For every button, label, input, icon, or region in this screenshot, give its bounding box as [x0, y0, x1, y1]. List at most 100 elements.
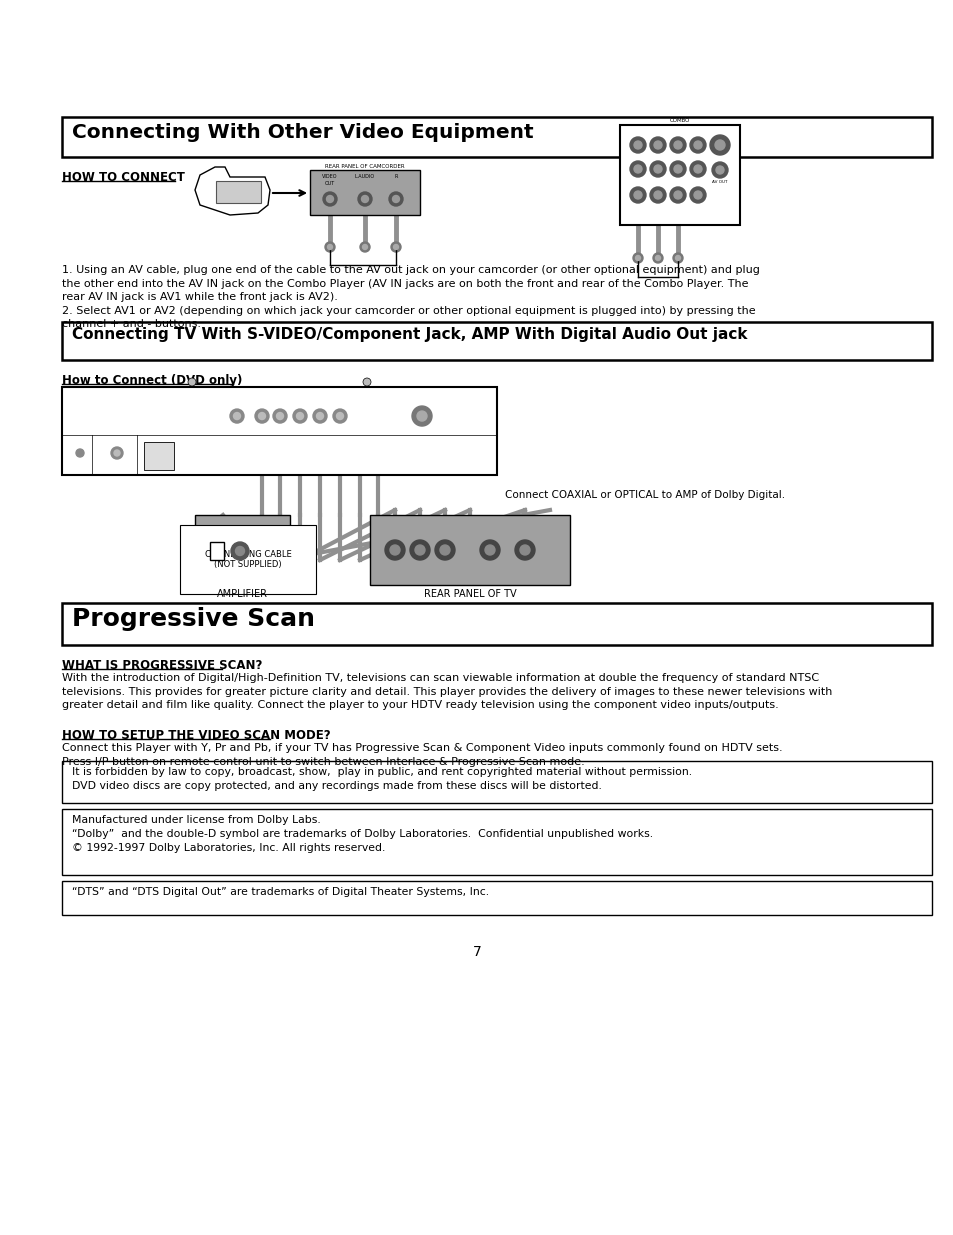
Circle shape [629, 161, 645, 177]
Circle shape [693, 141, 701, 149]
Text: HOW TO SETUP THE VIDEO SCAN MODE?: HOW TO SETUP THE VIDEO SCAN MODE? [62, 729, 331, 742]
Circle shape [327, 245, 333, 249]
Text: Connecting TV With S-VIDEO/Component Jack, AMP With Digital Audio Out jack: Connecting TV With S-VIDEO/Component Jac… [71, 327, 747, 342]
Text: Progressive Scan: Progressive Scan [71, 606, 314, 631]
Text: 7: 7 [472, 945, 481, 960]
Circle shape [634, 191, 641, 199]
Circle shape [484, 545, 495, 555]
Circle shape [654, 141, 661, 149]
Text: L.AUDIO: L.AUDIO [355, 174, 375, 179]
Circle shape [362, 245, 367, 249]
Text: CONNECTING CABLE
(NOT SUPPLIED): CONNECTING CABLE (NOT SUPPLIED) [204, 550, 291, 569]
Text: WHAT IS PROGRESSIVE SCAN?: WHAT IS PROGRESSIVE SCAN? [62, 659, 262, 672]
Bar [310, 170, 419, 215]
Text: R: R [394, 174, 397, 179]
Circle shape [635, 256, 639, 261]
Text: COMBO: COMBO [669, 119, 689, 124]
Text: Connect COAXIAL or OPTICAL to AMP of Dolby Digital.: Connect COAXIAL or OPTICAL to AMP of Dol… [504, 490, 784, 500]
Circle shape [410, 540, 430, 559]
Circle shape [689, 161, 705, 177]
Bar [62, 322, 931, 359]
Circle shape [385, 540, 405, 559]
Circle shape [654, 191, 661, 199]
Text: REAR PANEL OF CAMCORDER: REAR PANEL OF CAMCORDER [325, 164, 404, 169]
Circle shape [316, 412, 323, 420]
Circle shape [390, 545, 399, 555]
Text: How to Connect (DVD only): How to Connect (DVD only) [62, 374, 242, 387]
Circle shape [230, 409, 244, 424]
Circle shape [649, 161, 665, 177]
Circle shape [336, 412, 343, 420]
Bar [215, 182, 261, 203]
Circle shape [669, 186, 685, 203]
Bar [210, 542, 224, 559]
Bar [62, 761, 931, 803]
Circle shape [363, 378, 371, 387]
Circle shape [649, 137, 665, 153]
Circle shape [276, 412, 283, 420]
Circle shape [629, 137, 645, 153]
Circle shape [515, 540, 535, 559]
Bar [144, 442, 173, 471]
Circle shape [235, 547, 244, 556]
Bar [194, 515, 290, 585]
Text: VIDEO: VIDEO [322, 174, 337, 179]
Text: 1. Using an AV cable, plug one end of the cable to the AV out jack on your camco: 1. Using an AV cable, plug one end of th… [62, 266, 760, 330]
Circle shape [673, 165, 681, 173]
Circle shape [323, 191, 336, 206]
Bar [62, 603, 931, 645]
Text: OUT: OUT [325, 182, 335, 186]
Bar [619, 125, 740, 225]
Circle shape [693, 191, 701, 199]
Text: AMPLIFIER: AMPLIFIER [216, 589, 268, 599]
Text: It is forbidden by law to copy, broadcast, show,  play in public, and rent copyr: It is forbidden by law to copy, broadcas… [71, 767, 691, 790]
Circle shape [113, 450, 120, 456]
Circle shape [649, 186, 665, 203]
Circle shape [711, 162, 727, 178]
Circle shape [709, 135, 729, 156]
Circle shape [258, 412, 265, 420]
Circle shape [693, 165, 701, 173]
Circle shape [391, 242, 400, 252]
Circle shape [669, 161, 685, 177]
Circle shape [519, 545, 530, 555]
Circle shape [231, 542, 249, 559]
Bar [62, 809, 931, 876]
Circle shape [435, 540, 455, 559]
Circle shape [629, 186, 645, 203]
Circle shape [357, 191, 372, 206]
Circle shape [111, 447, 123, 459]
Bar [370, 515, 569, 585]
Circle shape [273, 409, 287, 424]
Circle shape [689, 137, 705, 153]
Bar [62, 881, 931, 915]
Polygon shape [194, 167, 270, 215]
Text: REAR PANEL OF TV: REAR PANEL OF TV [423, 589, 516, 599]
Circle shape [361, 195, 368, 203]
Circle shape [313, 409, 327, 424]
Circle shape [634, 141, 641, 149]
Circle shape [634, 165, 641, 173]
Circle shape [673, 141, 681, 149]
Circle shape [416, 411, 427, 421]
Circle shape [254, 409, 269, 424]
Text: Connect this Player with Y, Pr and Pb, if your TV has Progressive Scan & Compone: Connect this Player with Y, Pr and Pb, i… [62, 743, 781, 767]
Circle shape [76, 450, 84, 457]
Circle shape [479, 540, 499, 559]
Circle shape [716, 165, 723, 174]
Circle shape [714, 140, 724, 149]
Circle shape [415, 545, 424, 555]
Circle shape [296, 412, 303, 420]
Circle shape [393, 245, 398, 249]
Text: “DTS” and “DTS Digital Out” are trademarks of Digital Theater Systems, Inc.: “DTS” and “DTS Digital Out” are trademar… [71, 887, 489, 897]
Circle shape [655, 256, 659, 261]
Bar [62, 387, 497, 475]
Circle shape [389, 191, 402, 206]
Circle shape [654, 165, 661, 173]
Circle shape [325, 242, 335, 252]
Circle shape [633, 253, 642, 263]
Circle shape [672, 253, 682, 263]
Text: With the introduction of Digital/High-Definition TV, televisions can scan viewab: With the introduction of Digital/High-De… [62, 673, 832, 710]
Circle shape [673, 191, 681, 199]
Bar [62, 117, 931, 157]
